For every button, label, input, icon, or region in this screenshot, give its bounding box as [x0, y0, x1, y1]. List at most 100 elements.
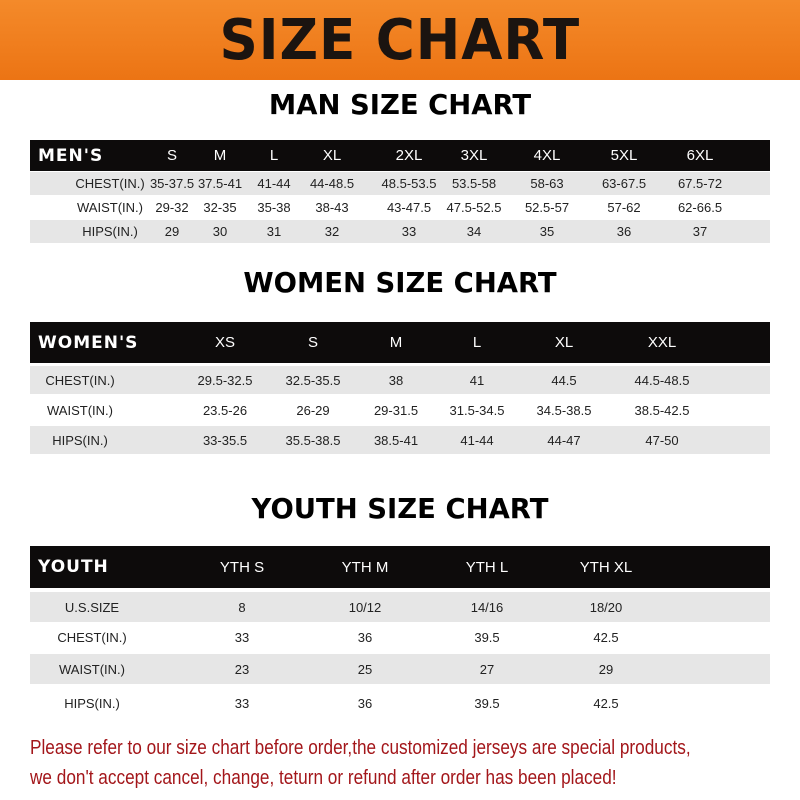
- measurement-cell: 33: [234, 695, 250, 711]
- size-header: S: [307, 334, 319, 351]
- header-row: WOMEN'S XS S M L XL XXL: [30, 322, 770, 363]
- measurement-cell: 29-31.5: [373, 402, 419, 418]
- measurement-cell: 57-62: [607, 200, 641, 215]
- measurement-cell: 35.5-38.5: [285, 432, 341, 448]
- size-header: 5XL: [610, 147, 638, 164]
- row-label: CHEST(IN.): [45, 372, 115, 388]
- measurement-cell: 48.5-53.5: [381, 176, 437, 191]
- size-header: YTH M: [341, 558, 389, 576]
- measurement-cell: 38: [388, 372, 404, 388]
- measurement-cell: 23.5-26: [202, 402, 248, 418]
- measurement-cell: 23: [234, 661, 250, 677]
- measurement-cell: 62-66.5: [677, 200, 723, 215]
- size-header: 6XL: [686, 147, 714, 164]
- table-title-cell: YOUTH: [38, 557, 109, 577]
- measurement-cell: 41-44: [460, 432, 494, 448]
- measurement-cell: 38.5-41: [373, 432, 419, 448]
- size-header: YTH S: [219, 558, 265, 576]
- row-label: HIPS(IN.): [52, 432, 108, 448]
- measurement-cell: 33: [234, 629, 250, 645]
- measurement-cell: 29-32: [155, 200, 189, 215]
- page-title: SIZE CHART: [219, 7, 581, 73]
- size-header: XL: [322, 147, 342, 164]
- measurement-cell: 63-67.5: [601, 176, 647, 191]
- measurement-cell: 38.5-42.5: [634, 402, 690, 418]
- measurement-cell: 37.5-41: [197, 176, 243, 191]
- measurement-cell: 58-63: [530, 176, 564, 191]
- size-header: XS: [214, 334, 236, 351]
- table-row: CHEST(IN.) 33 36 39.5 42.5: [30, 622, 770, 652]
- size-header: S: [166, 147, 178, 164]
- measurement-cell: 32: [324, 224, 340, 239]
- table-row: CHEST(IN.) 29.5-32.5 32.5-35.5 38 41 44.5 44.5…: [30, 366, 770, 394]
- header-row: YOUTH YTH S YTH M YTH L YTH XL: [30, 546, 770, 588]
- size-header: 2XL: [395, 147, 423, 164]
- measurement-cell: 39.5: [474, 695, 500, 711]
- size-header: YTH XL: [579, 558, 633, 576]
- notice-line-2: we don't accept cancel, change, teturn o…: [30, 767, 617, 789]
- size-header: XL: [554, 334, 574, 351]
- measurement-cell: 32-35: [203, 200, 237, 215]
- measurement-cell: 42.5: [593, 629, 619, 645]
- row-label: U.S.SIZE: [64, 599, 120, 615]
- measurement-cell: 35-37.5: [149, 176, 195, 191]
- table-row: CHEST(IN.) 35-37.5 37.5-41 41-44 44-48.5 48.5…: [30, 172, 770, 195]
- measurement-cell: 36: [616, 224, 632, 239]
- title-banner: SIZE CHART: [0, 0, 800, 80]
- women-heading: WOMEN SIZE CHART: [243, 266, 557, 299]
- measurement-cell: 18/20: [589, 599, 623, 615]
- men-heading: MAN SIZE CHART: [268, 88, 532, 121]
- measurement-cell: 27: [479, 661, 495, 677]
- measurement-cell: 31.5-34.5: [449, 402, 505, 418]
- measurement-cell: 47.5-52.5: [446, 200, 502, 215]
- measurement-cell: 34.5-38.5: [536, 402, 592, 418]
- measurement-cell: 33-35.5: [202, 432, 248, 448]
- measurement-cell: 44-48.5: [309, 176, 355, 191]
- measurement-cell: 37: [692, 224, 708, 239]
- measurement-cell: 31: [266, 224, 282, 239]
- measurement-cell: 53.5-58: [451, 176, 497, 191]
- table-row: HIPS(IN.) 33-35.5 35.5-38.5 38.5-41 41-44 44-…: [30, 426, 770, 454]
- measurement-cell: 26-29: [296, 402, 330, 418]
- measurement-cell: 14/16: [470, 599, 504, 615]
- measurement-cell: 8: [238, 599, 246, 615]
- measurement-cell: 44-47: [547, 432, 581, 448]
- measurement-cell: 35-38: [257, 200, 291, 215]
- size-header: YTH L: [465, 558, 509, 576]
- table-row: WAIST(IN.) 29-32 32-35 35-38 38-43 43-47.5 47.…: [30, 196, 770, 219]
- table-row: WAIST(IN.) 23 25 27 29: [30, 654, 770, 684]
- row-label: WAIST(IN.): [47, 402, 113, 418]
- measurement-cell: 67.5-72: [677, 176, 723, 191]
- size-header: M: [213, 147, 227, 164]
- measurement-cell: 41-44: [257, 176, 291, 191]
- size-header: 3XL: [460, 147, 488, 164]
- measurement-cell: 29: [598, 661, 614, 677]
- measurement-cell: 42.5: [593, 695, 619, 711]
- measurement-cell: 35: [539, 224, 555, 239]
- measurement-cell: 44.5-48.5: [634, 372, 690, 388]
- measurement-cell: 52.5-57: [524, 200, 570, 215]
- measurement-cell: 25: [357, 661, 373, 677]
- row-label: HIPS(IN.): [64, 695, 120, 711]
- measurement-cell: 38-43: [315, 200, 349, 215]
- row-label: WAIST(IN.): [77, 200, 143, 215]
- row-label: CHEST(IN.): [57, 629, 127, 645]
- table-row: WAIST(IN.) 23.5-26 26-29 29-31.5 31.5-34.5 34…: [30, 396, 770, 424]
- size-header: M: [389, 334, 403, 351]
- order-notice: Please refer to our size chart before or…: [30, 733, 787, 793]
- table-title-cell: MEN'S: [38, 145, 104, 166]
- measurement-cell: 43-47.5: [386, 200, 432, 215]
- measurement-cell: 30: [212, 224, 228, 239]
- measurement-cell: 29.5-32.5: [197, 372, 253, 388]
- table-row: U.S.SIZE 8 10/12 14/16 18/20: [30, 592, 770, 622]
- notice-line-1: Please refer to our size chart before or…: [30, 737, 691, 759]
- row-label: WAIST(IN.): [59, 661, 125, 677]
- size-header: L: [269, 147, 279, 164]
- measurement-cell: 47-50: [645, 432, 679, 448]
- header-row: MEN'S S M L XL 2XL 3XL 4XL 5XL 6XL: [30, 140, 770, 171]
- measurement-cell: 41: [469, 372, 485, 388]
- measurement-cell: 36: [357, 629, 373, 645]
- row-label: CHEST(IN.): [75, 176, 145, 191]
- measurement-cell: 33: [401, 224, 417, 239]
- measurement-cell: 39.5: [474, 629, 500, 645]
